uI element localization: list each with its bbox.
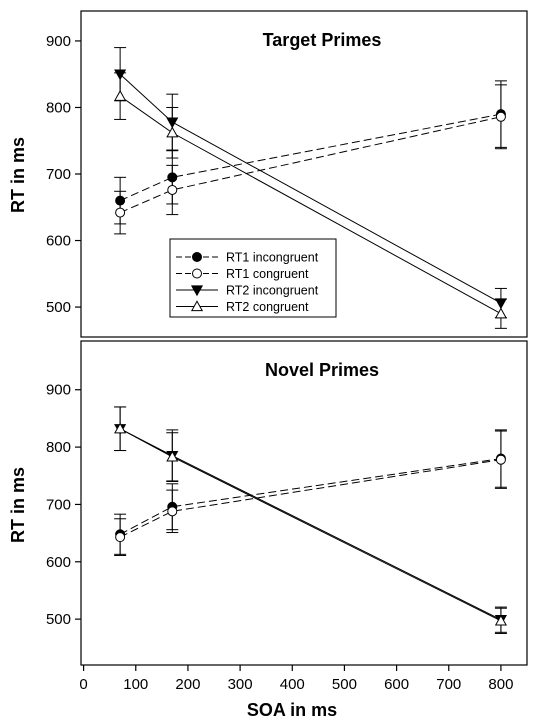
data-point	[114, 69, 127, 81]
series-line	[119, 458, 501, 535]
y-axis-title: RT in ms	[8, 137, 28, 213]
legend-label: RT1 congruent	[226, 267, 309, 281]
legend-marker	[190, 285, 204, 297]
x-tick-label: 800	[488, 676, 513, 693]
x-tick-label: 400	[280, 676, 305, 693]
data-point	[166, 450, 179, 462]
data-point	[494, 614, 507, 626]
y-tick-label: 900	[46, 33, 71, 50]
data-point	[167, 506, 178, 517]
y-tick-label: 800	[46, 99, 71, 116]
legend-label: RT2 congruent	[226, 300, 309, 314]
y-tick-label: 500	[46, 299, 71, 316]
series-line	[119, 428, 502, 621]
data-point	[115, 207, 126, 218]
y-tick-label: 700	[46, 496, 71, 513]
data-point	[494, 307, 507, 319]
x-tick-label: 600	[384, 676, 409, 693]
data-point	[495, 454, 506, 465]
data-point	[115, 532, 126, 543]
y-tick-label: 900	[46, 382, 71, 399]
y-tick-label: 600	[46, 233, 71, 250]
y-tick-label: 500	[46, 611, 71, 628]
data-point	[166, 117, 179, 129]
x-tick-label: 0	[79, 676, 87, 693]
legend-label: RT2 incongruent	[226, 284, 319, 298]
series-line	[119, 113, 502, 202]
legend-label: RT1 incongruent	[226, 251, 319, 265]
y-tick-label: 700	[46, 166, 71, 183]
panel-title: Target Primes	[263, 30, 382, 50]
x-tick-label: 500	[332, 676, 357, 693]
data-point	[114, 422, 127, 434]
x-tick-label: 300	[228, 676, 253, 693]
legend-marker	[192, 268, 202, 279]
panel-title: Novel Primes	[265, 360, 379, 380]
plot-frame	[80, 340, 528, 666]
data-point	[495, 111, 506, 122]
y-tick-label: 600	[46, 554, 71, 571]
series-line	[119, 459, 501, 538]
y-axis-title: RT in ms	[8, 467, 28, 543]
legend-marker	[192, 252, 202, 262]
data-point	[114, 89, 127, 101]
x-tick-label: 100	[123, 676, 148, 693]
data-point	[167, 172, 178, 183]
data-point	[167, 184, 178, 195]
x-tick-label: 700	[436, 676, 461, 693]
y-tick-label: 800	[46, 439, 71, 456]
data-point	[115, 195, 126, 206]
panel-novel-primes: Novel Primes 500 600 700 800 900 0 100 200 300 40…	[46, 340, 528, 693]
legend: RT1 incongruent RT1 congruent RT2 incongru…	[169, 238, 337, 318]
x-tick-label: 200	[175, 676, 200, 693]
data-point	[494, 298, 507, 310]
data-point	[166, 126, 179, 138]
legend-marker	[190, 300, 204, 312]
panel-target-primes: Target Primes 500 600 700 800 900	[46, 10, 528, 338]
series-line	[119, 116, 502, 214]
x-axis-title: SOA in ms	[247, 700, 337, 720]
